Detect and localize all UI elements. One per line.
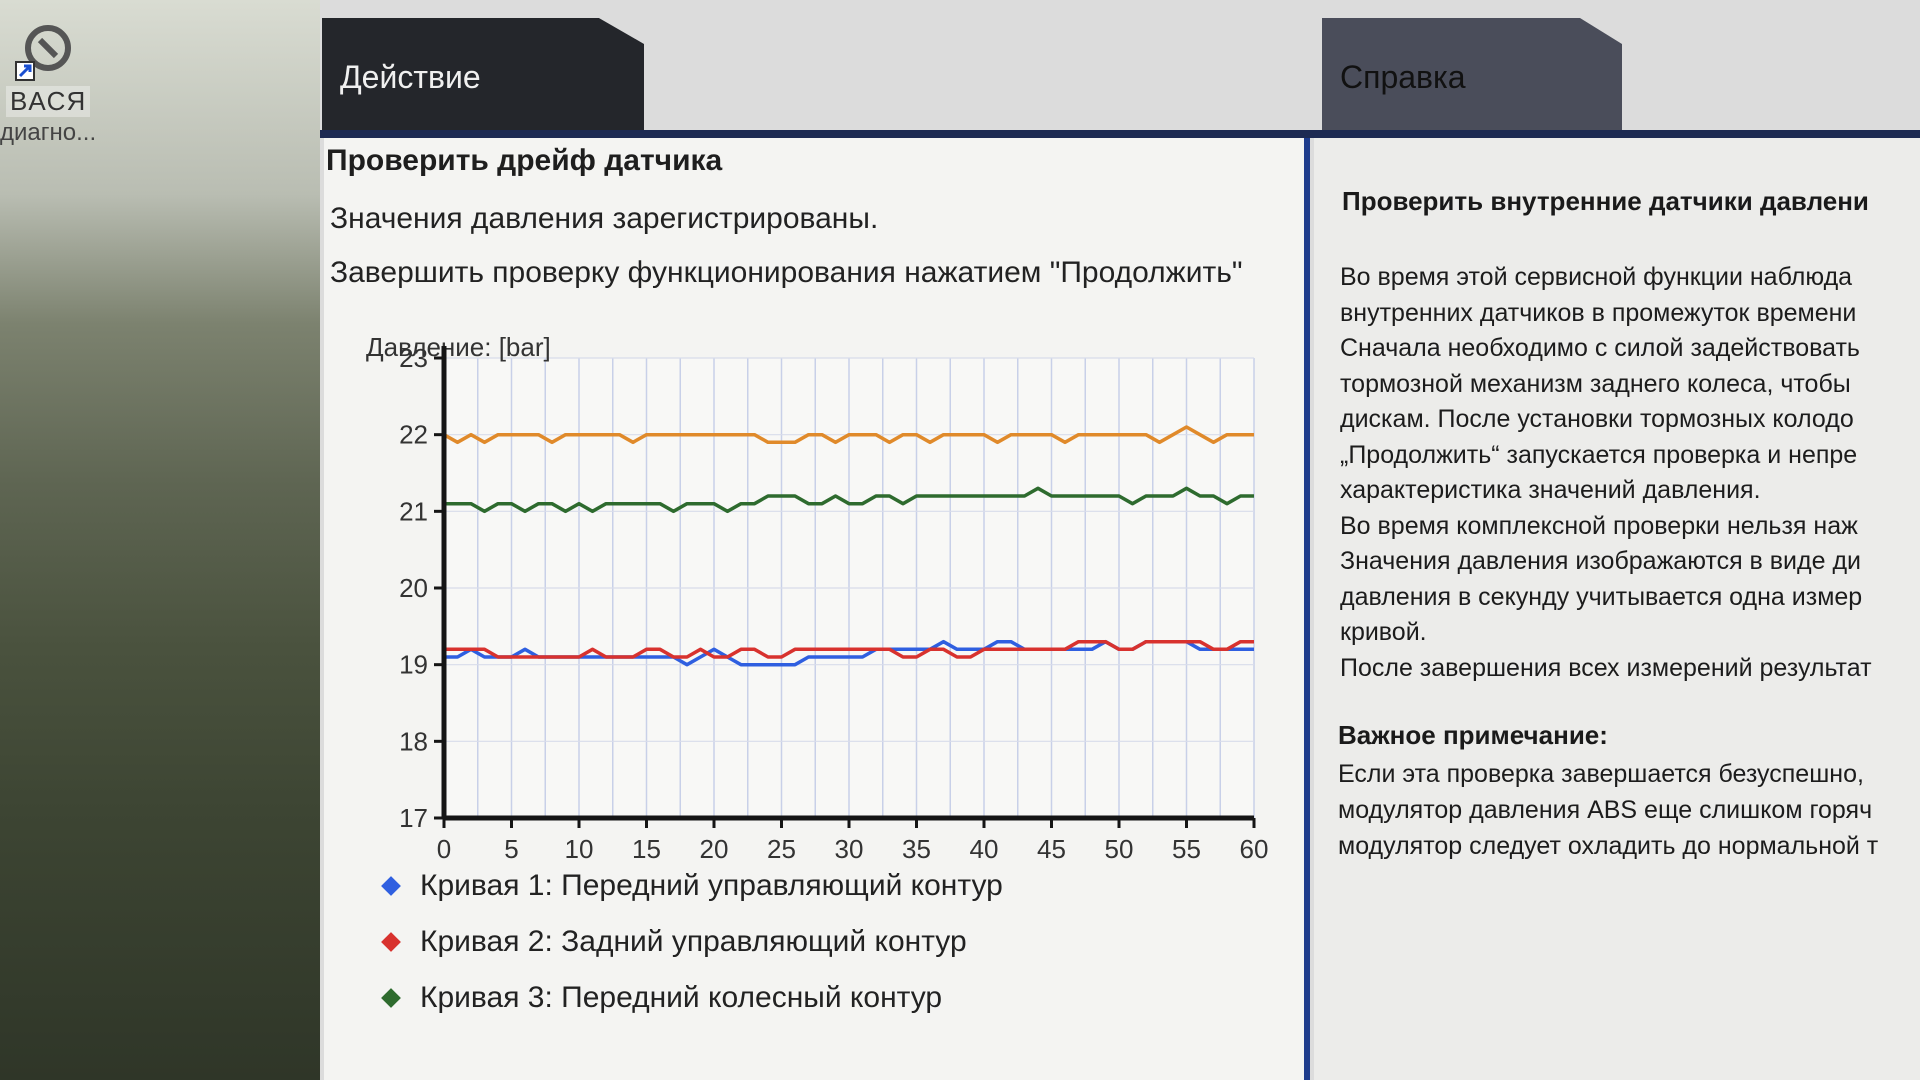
legend-entry: Кривая 1: Передний управляющий контур xyxy=(381,858,1003,914)
y-tick-label: 18 xyxy=(399,726,428,756)
note-text-line: Если эта проверка завершается безуспешно… xyxy=(1338,760,1864,788)
legend-label: Кривая 3: Передний колесный контур xyxy=(420,981,943,1014)
x-tick-label: 60 xyxy=(1240,834,1269,864)
help-text-line: тормозной механизм заднего колеса, чтобы xyxy=(1340,369,1851,398)
x-tick-label: 45 xyxy=(1037,834,1066,864)
x-tick-label: 20 xyxy=(700,834,729,864)
series-line-2 xyxy=(444,639,1254,659)
action-pane: Проверить дрейф датчика Значения давлени… xyxy=(324,138,1310,1080)
series-line-3 xyxy=(444,486,1254,514)
y-tick-label: 22 xyxy=(399,420,428,450)
note-text-line: модулятор следует охладить до нормальной… xyxy=(1338,832,1879,860)
x-tick-label: 10 xyxy=(565,834,594,864)
x-tick-label: 25 xyxy=(767,834,796,864)
x-tick-label: 15 xyxy=(632,834,661,864)
tab-help-label: Справка xyxy=(1340,58,1466,95)
tab-action[interactable]: Действие xyxy=(322,18,644,136)
note-text: Если эта проверка завершается безуспешно… xyxy=(1338,756,1920,864)
help-text-line: дискам. После установки тормозных колодо xyxy=(1340,405,1854,433)
help-text-line: кривой. xyxy=(1340,618,1427,646)
chart-legend: Кривая 1: Передний управляющий контур Кри… xyxy=(381,858,1003,1026)
help-heading: Проверить внутренние датчики давлени xyxy=(1342,186,1869,216)
diagnostic-app-window: Действие Справка Проверить дрейф датчика… xyxy=(320,0,1920,1080)
x-tick-label: 35 xyxy=(902,834,931,864)
help-text-line: Во время этой сервисной функции наблюда xyxy=(1340,263,1853,291)
legend-marker-icon xyxy=(381,932,401,952)
x-tick-label: 5 xyxy=(504,834,518,864)
x-tick-label: 50 xyxy=(1105,834,1134,864)
pressure-chart: Давление: [bar] 17 18 19 20 21 22 23 0 5 10 15 20 25 3… xyxy=(366,332,1269,864)
help-text-line: „Продолжить“ запускается проверка и непр… xyxy=(1340,440,1858,469)
legend-label: Кривая 1: Передний управляющий контур xyxy=(420,869,1003,902)
desktop-shortcut-label: BACЯ xyxy=(6,86,91,117)
legend-marker-icon xyxy=(381,876,401,896)
x-tick-label: 55 xyxy=(1172,834,1201,864)
desktop-wallpaper: BACЯ диагно... xyxy=(0,0,330,1080)
legend-marker-icon xyxy=(381,988,401,1008)
series-line-4 xyxy=(443,425,1254,445)
tab-divider xyxy=(320,130,1920,138)
desktop-shortcut-sublabel: диагно... xyxy=(0,119,97,146)
help-text-line: внутренних датчиков в промежуток времени xyxy=(1340,298,1857,327)
x-tick-label: 0 xyxy=(437,834,451,864)
note-heading: Важное примечание: xyxy=(1338,720,1608,750)
help-pane[interactable]: Проверить внутренние датчики давлени Во … xyxy=(1314,138,1920,1080)
legend-entry: Кривая 3: Передний колесный контур xyxy=(381,970,1003,1026)
legend-label: Кривая 2: Задний управляющий контур xyxy=(420,925,967,958)
y-tick-label: 20 xyxy=(399,573,428,603)
y-tick-label: 17 xyxy=(399,803,428,833)
help-text-line: Во время комплексной проверки нельзя наж xyxy=(1340,511,1858,540)
legend-entry: Кривая 2: Задний управляющий контур xyxy=(381,914,1003,970)
y-axis-label: Давление: [bar] xyxy=(366,332,551,362)
desktop-shortcut-vasya[interactable]: BACЯ диагно... xyxy=(0,22,106,147)
page-title: Проверить дрейф датчика xyxy=(326,144,723,177)
help-text-line: характеристика значений давления. xyxy=(1340,476,1761,504)
instruction-message: Завершить проверку функционирования нажа… xyxy=(330,256,1243,289)
status-message: Значения давления зарегистрированы. xyxy=(330,202,879,235)
help-text-line: Значения давления изображаются в виде ди xyxy=(1340,547,1862,575)
help-text-line: Сначала необходимо с силой задействовать xyxy=(1340,334,1860,362)
tab-action-label: Действие xyxy=(340,58,481,95)
y-tick-label: 19 xyxy=(399,650,428,680)
help-text-line: После завершения всех измерений результа… xyxy=(1340,653,1872,682)
note-text-line: модулятор давления ABS еще слишком горяч xyxy=(1338,796,1873,824)
tab-help[interactable]: Справка xyxy=(1322,18,1622,136)
x-tick-label: 30 xyxy=(835,834,864,864)
x-tick-label: 40 xyxy=(970,834,999,864)
help-text-line: давления в секунду учитывается одна изме… xyxy=(1340,582,1863,611)
y-tick-label: 23 xyxy=(399,343,428,373)
diagnostic-app-icon xyxy=(14,22,74,82)
y-tick-label: 21 xyxy=(399,496,428,526)
help-text: Во время этой сервисной функции наблюда в… xyxy=(1340,260,1920,686)
